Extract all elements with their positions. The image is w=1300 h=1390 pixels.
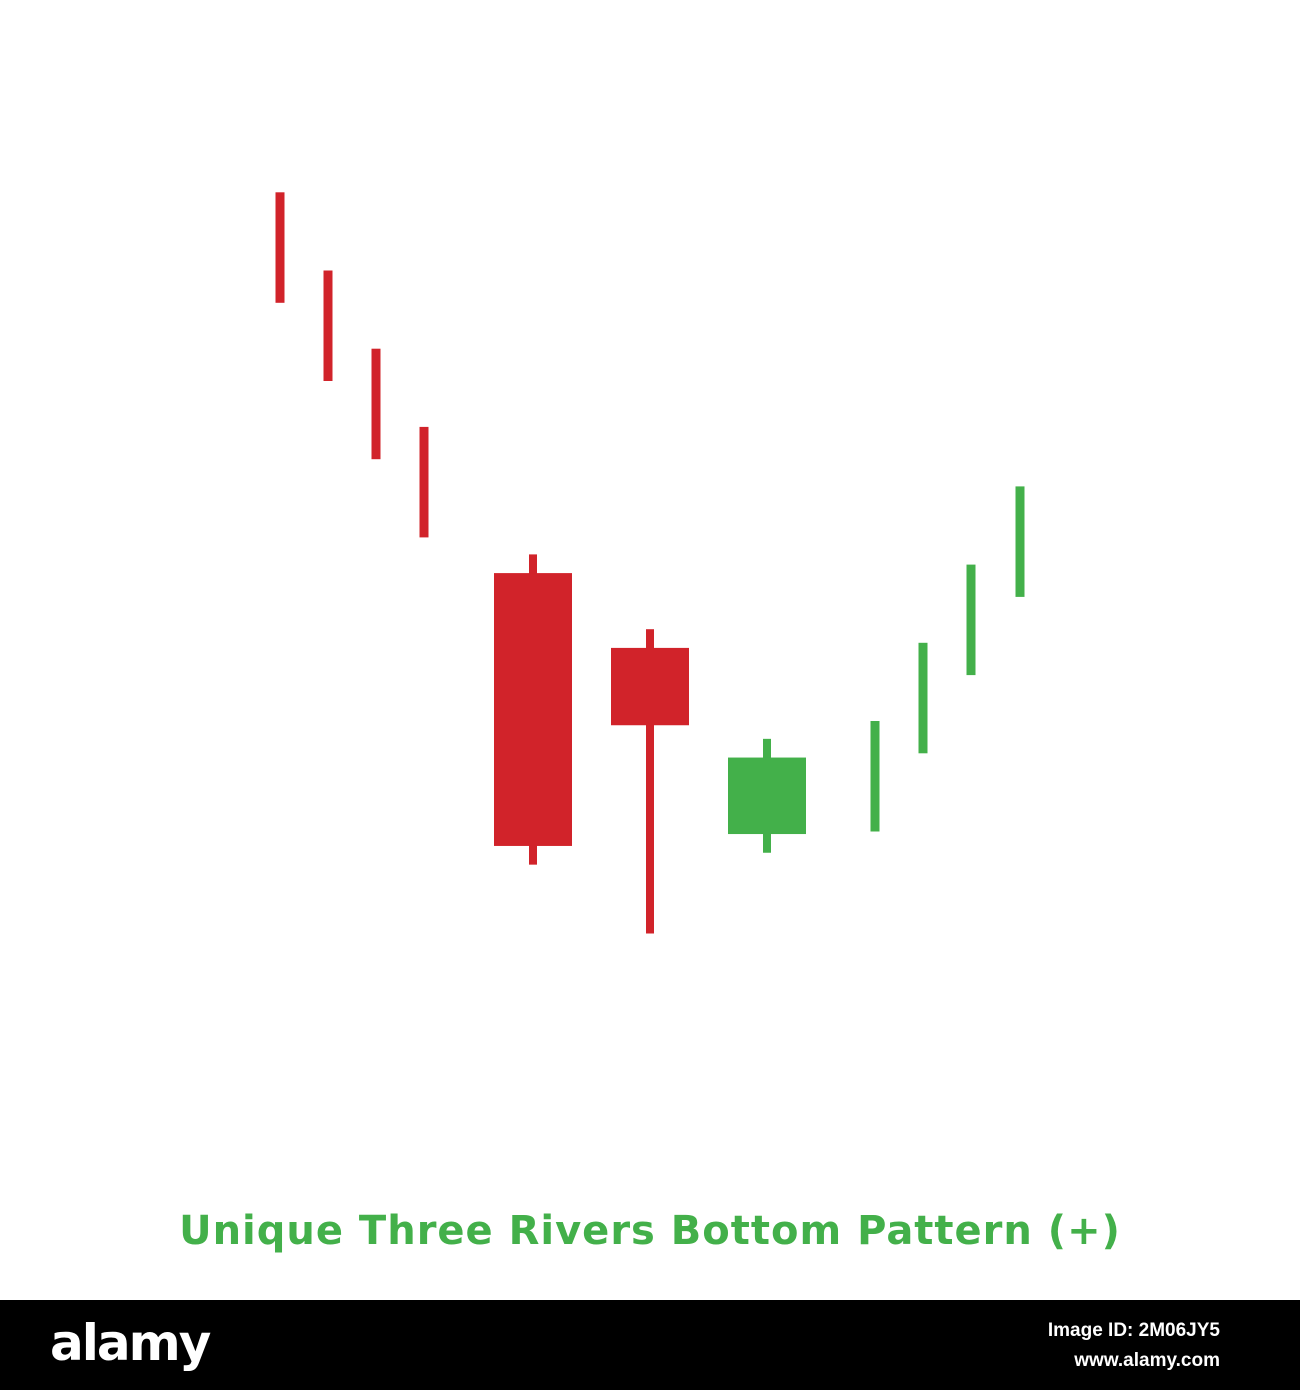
chart-title: Unique Three Rivers Bottom Pattern (+) [179,1208,1121,1254]
chart-area [275,192,1025,934]
candle-3-line [371,348,381,460]
candle-6 [611,629,689,934]
candlestick-chart [275,192,1025,934]
candle-5 [494,554,572,865]
candle-10 [966,564,976,676]
brand-logo[interactable]: alamy [50,1314,211,1372]
candle-8-line [870,721,880,832]
candle-8 [870,721,880,832]
candle-1 [275,192,285,303]
candle-2 [323,270,333,381]
candle-2-line [323,270,333,381]
candle-11-line [1015,486,1025,597]
image-id-label: Image ID: 2M06JY5 [1047,1320,1220,1341]
candle-4-line [419,426,429,538]
candle-7 [728,738,806,853]
footer-bar: alamy Image ID: 2M06JY5 www.alamy.com [0,1300,1300,1390]
candle-9 [918,642,928,754]
candle-7-body [728,757,806,835]
candle-4 [419,426,429,538]
candle-9-line [918,642,928,754]
candle-6-body [611,647,689,726]
candle-1-line [275,192,285,303]
candle-5-body [494,573,572,846]
candle-6-wick [646,629,654,934]
candle-3 [371,348,381,460]
candle-10-line [966,564,976,676]
candle-11 [1015,486,1025,597]
site-url-link[interactable]: www.alamy.com [1074,1350,1220,1371]
